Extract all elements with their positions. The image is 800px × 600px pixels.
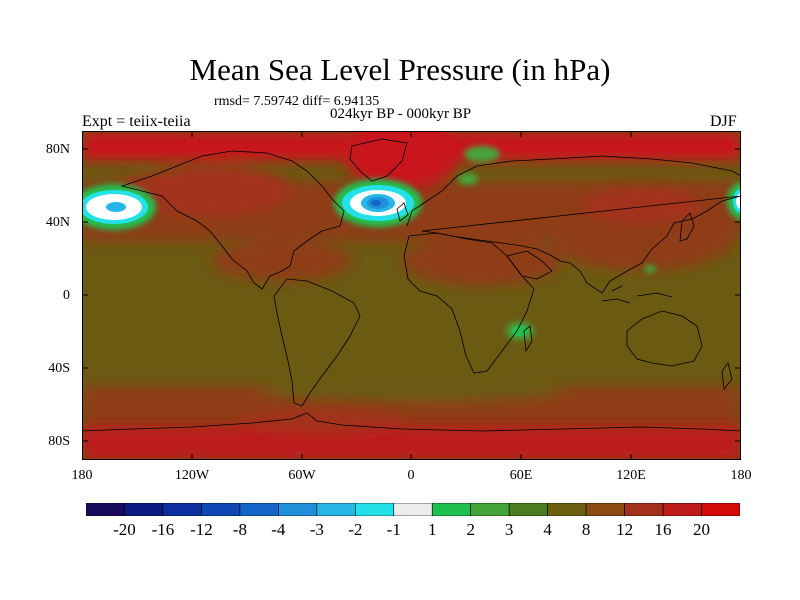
colorbar-label: -2 [348, 520, 363, 539]
stats-label: rmsd= 7.59742 diff= 6.94135 [214, 94, 380, 109]
low-anomaly-centres [82, 146, 741, 340]
colorbar-label: -8 [232, 520, 247, 539]
lon-label-180-west: 180 [71, 468, 93, 483]
period-label: 024kyr BP - 000kyr BP [330, 106, 472, 122]
lon-label-180-east: 180 [730, 468, 752, 483]
map-frame [82, 131, 741, 460]
colorbar-box [547, 503, 587, 516]
colorbar-box [124, 503, 164, 516]
colorbar-label: -12 [190, 520, 213, 539]
lon-label-60w: 60W [288, 468, 316, 483]
colorbar-box [393, 503, 433, 516]
colorbar-label: 1 [427, 520, 437, 539]
colorbar-label: 8 [581, 520, 591, 539]
colorbar-box [701, 503, 740, 516]
colorbar-box [201, 503, 241, 516]
colorbar-label: -3 [309, 520, 324, 539]
colorbar-box [662, 503, 702, 516]
lat-label-40s: 40S [48, 361, 70, 376]
colorbar-label: -16 [151, 520, 175, 539]
colorbar-label: -1 [386, 520, 401, 539]
colorbar [86, 503, 740, 516]
colorbar-box [316, 503, 356, 516]
colorbar-label: 3 [504, 520, 514, 539]
lon-label-120e: 120E [616, 468, 646, 483]
pressure-map [82, 131, 741, 460]
colorbar-box [508, 503, 548, 516]
colorbar-label: 4 [543, 520, 552, 539]
colorbar-label: 20 [693, 520, 711, 539]
colorbar-box [239, 503, 279, 516]
colorbar-box [585, 503, 625, 516]
colorbar-box [354, 503, 395, 516]
season-label: DJF [710, 113, 737, 130]
experiment-label: Expt = teiix-teiia [82, 113, 191, 130]
colorbar-label: -4 [271, 520, 286, 539]
lat-label-0: 0 [63, 288, 70, 303]
colorbar-box [86, 503, 125, 516]
colorbar-box [624, 503, 664, 516]
colorbar-label: 2 [466, 520, 475, 539]
colorbar-box [431, 503, 472, 516]
lon-label-120w: 120W [174, 468, 210, 483]
lat-label-40n: 40N [45, 215, 70, 230]
colorbar-box [162, 503, 202, 516]
lat-label-80n: 80N [45, 142, 70, 157]
colorbar-label: 12 [616, 520, 634, 539]
colorbar-label: -20 [113, 520, 136, 539]
colorbar-box [470, 503, 510, 516]
plot-title: Mean Sea Level Pressure (in hPa) [189, 52, 611, 87]
lon-label-60e: 60E [509, 468, 533, 483]
colorbar-box [278, 503, 318, 516]
lat-label-80s: 80S [48, 434, 70, 449]
colorbar-label: 16 [654, 520, 672, 539]
coastlines [82, 138, 741, 432]
lon-label-0: 0 [407, 468, 415, 483]
